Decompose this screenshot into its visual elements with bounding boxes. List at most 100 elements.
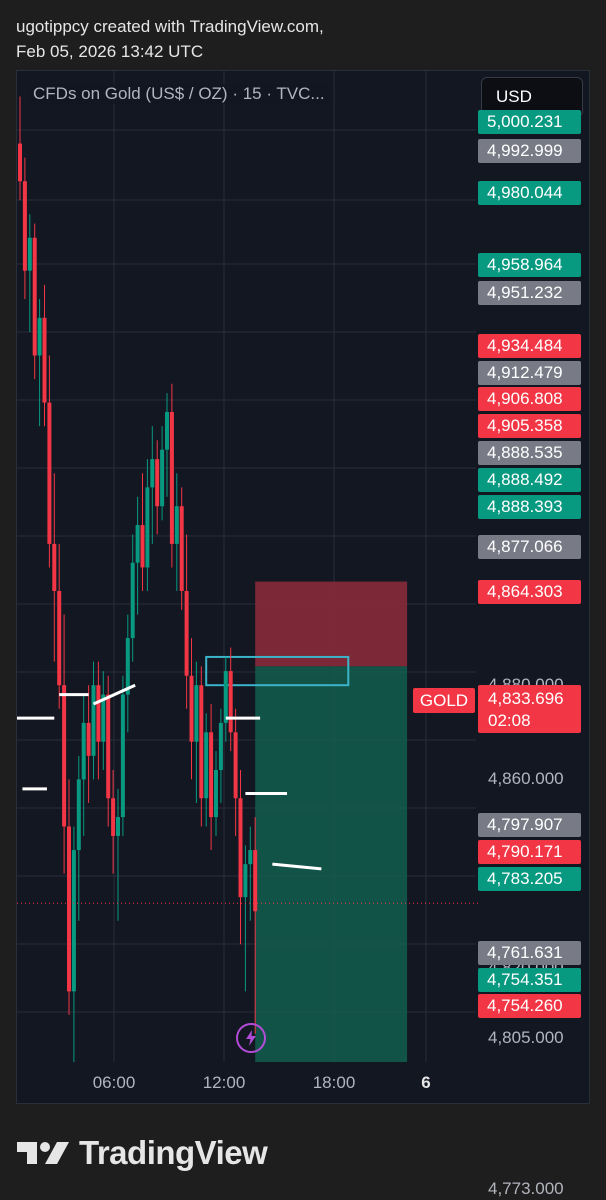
candle bbox=[37, 298, 42, 427]
candle-body bbox=[32, 237, 37, 356]
candle-body bbox=[243, 864, 248, 898]
drawn-level-line[interactable] bbox=[272, 862, 322, 871]
candle bbox=[106, 675, 111, 827]
candle-body bbox=[165, 412, 169, 450]
candle-body bbox=[101, 694, 106, 742]
candle-body bbox=[116, 817, 120, 836]
candle bbox=[248, 826, 253, 921]
candle bbox=[27, 214, 32, 332]
price-tag: 4,864.303 bbox=[478, 580, 581, 604]
candle bbox=[233, 708, 238, 836]
last-price-label: 4,833.696 02:08 bbox=[478, 685, 581, 733]
share-header: ugotippcy created with TradingView.com, … bbox=[16, 14, 324, 64]
candle bbox=[199, 666, 204, 827]
candle bbox=[165, 393, 169, 497]
author-line: ugotippcy created with TradingView.com, bbox=[16, 17, 324, 36]
price-tag: 5,000.231 bbox=[478, 110, 581, 134]
candle bbox=[169, 383, 174, 568]
candle-body bbox=[140, 525, 145, 568]
candle bbox=[67, 779, 71, 1015]
candle bbox=[111, 769, 116, 874]
symbol-title[interactable]: CFDs on Gold (US$ / OZ) · 15 · TVC... bbox=[29, 84, 329, 104]
candle-body bbox=[27, 237, 32, 271]
plot-area[interactable] bbox=[15, 71, 476, 1133]
candle bbox=[71, 826, 76, 1062]
price-tag: 4,790.171 bbox=[478, 840, 581, 864]
price-tag: 4,905.358 bbox=[478, 414, 581, 438]
candle-body bbox=[76, 779, 81, 851]
candle-body bbox=[169, 412, 174, 544]
price-tag: 4,906.808 bbox=[478, 387, 581, 411]
candle-body bbox=[106, 694, 111, 799]
candle-body bbox=[233, 732, 238, 799]
order-block-box[interactable] bbox=[205, 655, 350, 687]
time-axis-label: 18:00 bbox=[312, 1073, 356, 1092]
tradingview-logo: TradingView bbox=[17, 1134, 268, 1172]
candle-body bbox=[253, 850, 258, 912]
candle bbox=[76, 755, 81, 921]
candle-body bbox=[214, 769, 218, 818]
candle bbox=[47, 355, 52, 568]
candle bbox=[150, 426, 155, 544]
candle-body bbox=[184, 591, 189, 676]
candle-body bbox=[125, 638, 130, 695]
candle bbox=[125, 614, 130, 733]
candle bbox=[116, 788, 120, 921]
price-tag: 4,934.484 bbox=[478, 334, 581, 358]
candle-body bbox=[18, 143, 22, 182]
candle-body bbox=[160, 449, 165, 507]
candle-body bbox=[209, 732, 214, 818]
candle-body bbox=[199, 685, 204, 799]
candle bbox=[91, 661, 96, 780]
candle-body bbox=[22, 181, 27, 271]
candle bbox=[223, 656, 228, 742]
candle bbox=[155, 440, 160, 535]
time-axis-label: 12:00 bbox=[202, 1073, 246, 1092]
candle-body bbox=[96, 685, 101, 742]
candle-body bbox=[47, 402, 52, 544]
candle bbox=[189, 638, 194, 780]
candle-body bbox=[111, 798, 116, 836]
price-axis-label: 4,805.000 bbox=[488, 1028, 564, 1048]
price-tag: 4,980.044 bbox=[478, 181, 581, 205]
candle-body bbox=[238, 798, 243, 898]
candle bbox=[194, 661, 199, 803]
price-axis-label: 4,860.000 bbox=[488, 769, 564, 789]
candle bbox=[228, 647, 233, 752]
candle-body bbox=[62, 685, 67, 827]
price-axis-label: 4,773.000 bbox=[488, 1179, 564, 1199]
take-profit-zone[interactable] bbox=[255, 666, 408, 1132]
candle bbox=[174, 473, 179, 591]
price-tag: 4,912.479 bbox=[478, 361, 581, 385]
price-tag: 4,783.205 bbox=[478, 867, 581, 891]
candle-body bbox=[179, 506, 184, 591]
candle bbox=[62, 614, 67, 874]
candle-body bbox=[204, 732, 209, 799]
candle bbox=[81, 694, 86, 836]
price-tag: 4,754.260 bbox=[478, 994, 581, 1018]
lightning-icon[interactable] bbox=[236, 1023, 266, 1053]
candle bbox=[160, 426, 165, 521]
candle-body bbox=[81, 722, 86, 780]
candle-body bbox=[86, 722, 91, 756]
symbol-price-badge: GOLD bbox=[413, 688, 475, 713]
candle bbox=[204, 713, 209, 827]
candle bbox=[145, 459, 150, 591]
candle bbox=[52, 473, 57, 662]
price-tag: 4,958.964 bbox=[478, 253, 581, 277]
candle bbox=[120, 675, 125, 836]
candle bbox=[209, 704, 214, 851]
candle-body bbox=[174, 506, 179, 544]
candle-body bbox=[228, 671, 233, 733]
candle bbox=[184, 534, 189, 709]
candle bbox=[130, 534, 135, 662]
stop-loss-zone[interactable] bbox=[255, 581, 408, 667]
price-tag: 4,888.492 bbox=[478, 468, 581, 492]
candle bbox=[218, 708, 223, 803]
candle bbox=[238, 769, 243, 945]
drawn-level-line[interactable] bbox=[92, 683, 136, 706]
candle-body bbox=[194, 685, 199, 742]
candle-body bbox=[218, 722, 223, 770]
candle-body bbox=[223, 671, 228, 723]
